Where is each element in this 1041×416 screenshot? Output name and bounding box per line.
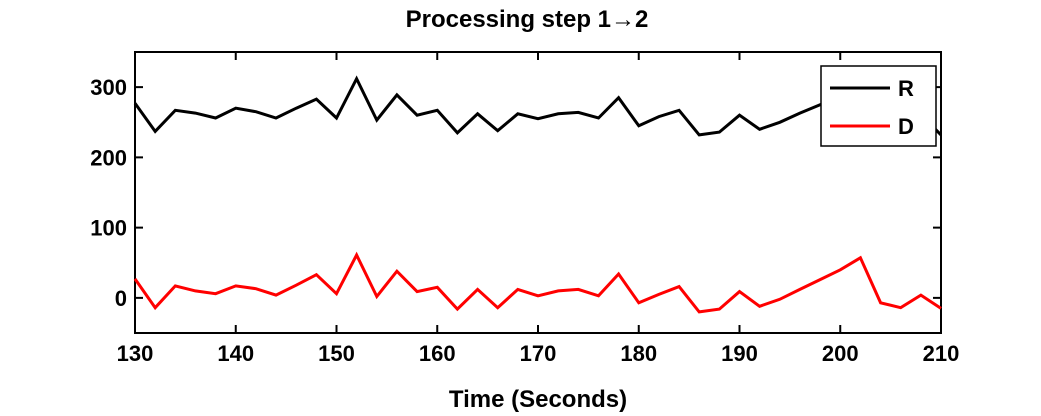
x-tick-label: 180 — [620, 341, 657, 366]
x-axis: 130 140 150 160 170 180 190 200 210 — [117, 52, 960, 366]
legend: RD — [820, 65, 937, 147]
series-line-d — [133, 251, 942, 314]
x-tick-label: 210 — [923, 341, 960, 366]
x-tick-label: 190 — [721, 341, 758, 366]
x-tick-label: 200 — [822, 341, 859, 366]
x-tick-label: 140 — [217, 341, 254, 366]
x-tick-label: 170 — [520, 341, 557, 366]
y-axis: 0 100 200 300 — [90, 75, 941, 311]
legend-label-r: R — [898, 76, 914, 101]
x-axis-label: Time (Seconds) — [449, 386, 627, 413]
y-tick-label: 0 — [115, 286, 127, 311]
x-tick-label: 130 — [117, 341, 154, 366]
chart-title: Processing step 1→2 — [406, 6, 649, 33]
y-tick-label: 300 — [90, 75, 127, 100]
legend-label-d: D — [898, 114, 914, 139]
x-tick-label: 150 — [318, 341, 355, 366]
y-tick-label: 200 — [90, 145, 127, 170]
legend-box — [820, 65, 937, 147]
plot-frame — [134, 51, 942, 334]
series-line-r — [133, 75, 943, 137]
plot-area — [134, 51, 942, 334]
x-tick-label: 160 — [419, 341, 456, 366]
y-tick-label: 100 — [90, 216, 127, 241]
series-layer — [133, 75, 943, 314]
